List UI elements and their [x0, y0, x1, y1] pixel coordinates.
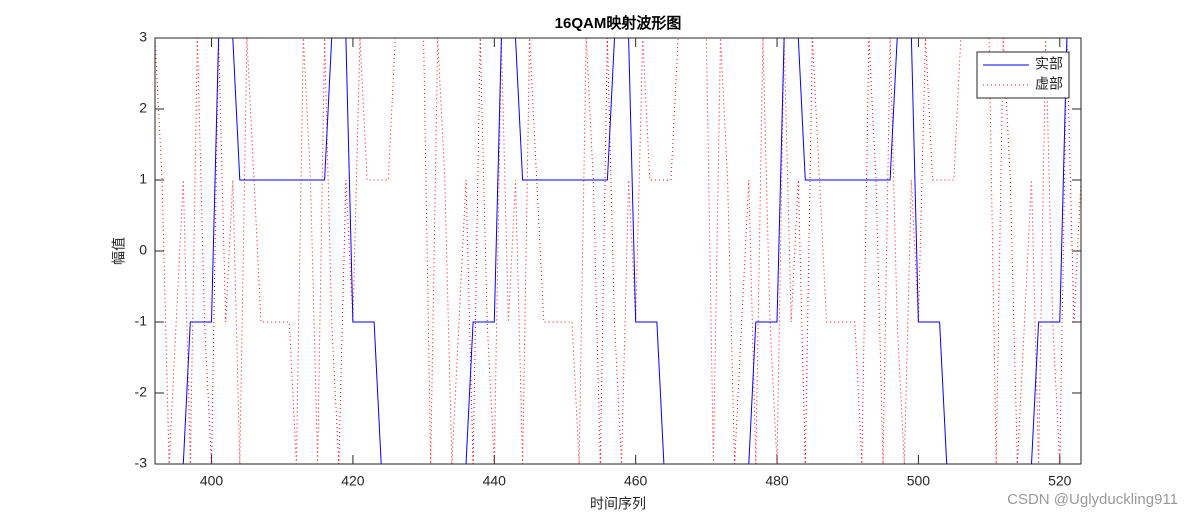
chart-title: 16QAM映射波形图 [555, 14, 682, 32]
x-tick-label: 500 [907, 473, 931, 489]
x-tick-label: 420 [341, 473, 365, 489]
axes-box [154, 37, 1082, 465]
y-tick-label: -2 [135, 384, 148, 400]
y-tick-label: 0 [139, 242, 147, 258]
watermark: CSDN @Uglyduckling911 [1007, 491, 1178, 508]
y-tick-label: 2 [139, 100, 147, 116]
legend-label: 实部 [1035, 56, 1063, 72]
y-tick-label: 1 [139, 171, 147, 187]
legend-label: 虚部 [1035, 76, 1063, 92]
y-tick-label: 3 [139, 29, 147, 45]
x-tick-label: 520 [1048, 473, 1072, 489]
plot-area [155, 38, 1081, 464]
x-tick-label: 480 [765, 473, 789, 489]
x-tick-label: 440 [483, 473, 507, 489]
y-tick-label: -3 [135, 455, 148, 471]
x-tick-label: 460 [624, 473, 648, 489]
x-tick-label: 400 [200, 473, 224, 489]
legend-box [976, 51, 1070, 99]
x-axis-label: 时间序列 [590, 496, 646, 512]
y-axis-label: 幅值 [111, 237, 127, 265]
y-tick-label: -1 [135, 313, 148, 329]
series-line [154, 37, 1082, 465]
